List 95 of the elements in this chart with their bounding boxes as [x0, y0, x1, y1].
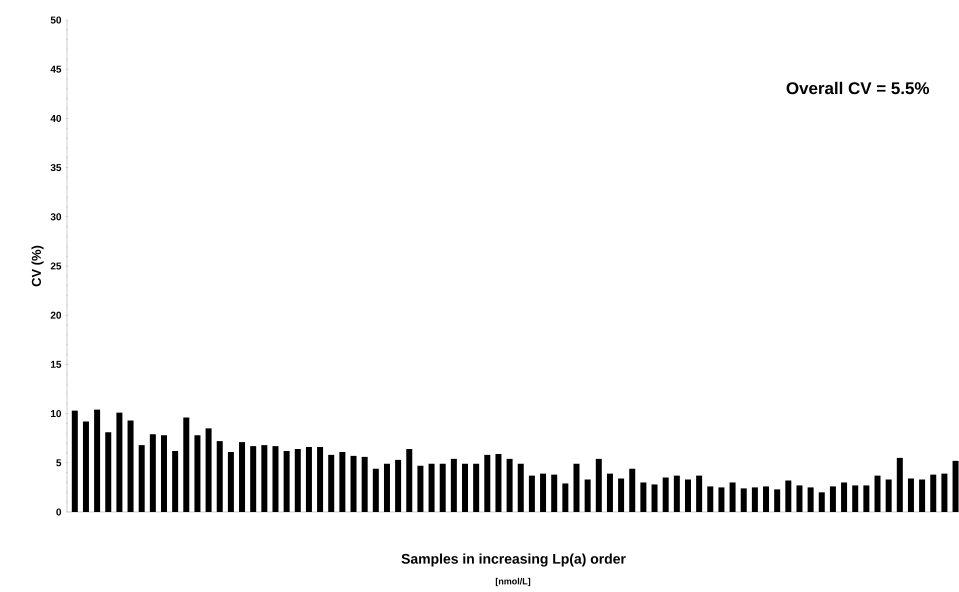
- bar: [886, 480, 892, 512]
- bar: [72, 410, 78, 512]
- bar: [818, 492, 825, 512]
- bar: [362, 456, 368, 512]
- bar: [306, 447, 312, 512]
- y-tick-label: 50: [50, 16, 62, 24]
- bar: [952, 460, 959, 512]
- bar: [116, 412, 122, 512]
- bar: [317, 447, 324, 512]
- bar: [272, 446, 278, 512]
- bar: [150, 434, 156, 512]
- bar: [172, 450, 178, 512]
- bar: [941, 474, 948, 512]
- bar: [417, 466, 424, 512]
- y-tick-label: 40: [50, 114, 62, 122]
- bar: [440, 464, 446, 512]
- bar: [696, 476, 702, 512]
- bar: [540, 474, 546, 512]
- y-tick-label: 30: [50, 213, 62, 220]
- bar: [707, 486, 714, 512]
- bar: [752, 487, 758, 512]
- bar: [450, 458, 457, 512]
- bar: [596, 458, 602, 512]
- bar: [919, 480, 926, 512]
- bar: [896, 458, 903, 512]
- y-tick-label: 15: [51, 360, 62, 368]
- bar: [830, 486, 836, 512]
- bar: [808, 487, 814, 512]
- text: [nmol/L]: [496, 578, 530, 586]
- bar: [718, 487, 724, 512]
- bar: [284, 450, 290, 512]
- bar: [874, 476, 881, 512]
- bar: [239, 442, 246, 512]
- bar: [339, 452, 346, 512]
- bar: [473, 464, 480, 512]
- bar: [930, 474, 936, 512]
- bar: [384, 464, 390, 512]
- bar: [573, 464, 580, 512]
- bar: [495, 454, 502, 512]
- bar: [406, 449, 412, 512]
- bar: [652, 484, 658, 512]
- bar: [183, 418, 190, 512]
- x-axis-title: Samples in increasing Lp(a) order: [402, 554, 626, 567]
- y-tick-label: 5: [56, 459, 62, 466]
- bar: [82, 421, 89, 512]
- annotation: Overall CV = 5.5%: [786, 82, 930, 94]
- bar: [428, 464, 435, 512]
- bar: [662, 478, 669, 512]
- bar: [94, 410, 100, 512]
- bar: [206, 428, 212, 512]
- bar: [863, 485, 870, 512]
- bar: [584, 480, 591, 512]
- bar: [618, 478, 624, 512]
- bar: [684, 480, 691, 512]
- bar: [128, 420, 134, 512]
- y-tick-label: 35: [50, 164, 62, 172]
- bar: [506, 458, 513, 512]
- bar: [462, 464, 468, 512]
- y-tick-label: 0: [56, 508, 62, 516]
- bar: [328, 454, 334, 512]
- bar: [908, 478, 914, 512]
- bar: [105, 432, 112, 512]
- bar: [261, 445, 268, 512]
- bar: [228, 452, 234, 512]
- y-tick-label: 25: [50, 262, 62, 270]
- bar: [194, 435, 200, 512]
- bar: [740, 488, 747, 512]
- bar: [551, 474, 558, 512]
- bar: [294, 449, 301, 512]
- bar: [528, 476, 535, 512]
- bar: [841, 482, 848, 512]
- bar: [518, 464, 524, 512]
- y-tick-label: 10: [51, 410, 62, 418]
- bar: [216, 441, 223, 512]
- bar: [484, 454, 490, 512]
- bar: [796, 485, 802, 512]
- bar: [852, 485, 858, 512]
- bar: [730, 482, 736, 512]
- bar: [763, 486, 770, 512]
- bar: [674, 476, 680, 512]
- bar: [395, 460, 402, 512]
- bar: [640, 482, 646, 512]
- bar: [606, 474, 613, 512]
- bar: [160, 435, 167, 512]
- y-tick-label: 45: [50, 66, 62, 73]
- bar: [562, 483, 568, 512]
- y-tick-label: 20: [50, 312, 62, 319]
- bar: [250, 446, 256, 512]
- bar: [785, 480, 792, 512]
- bar: [774, 489, 780, 512]
- bar: [372, 468, 379, 512]
- bar: [629, 468, 636, 512]
- bar: [350, 456, 357, 512]
- y-axis-title: CV (%): [31, 246, 44, 286]
- bar: [138, 445, 145, 512]
